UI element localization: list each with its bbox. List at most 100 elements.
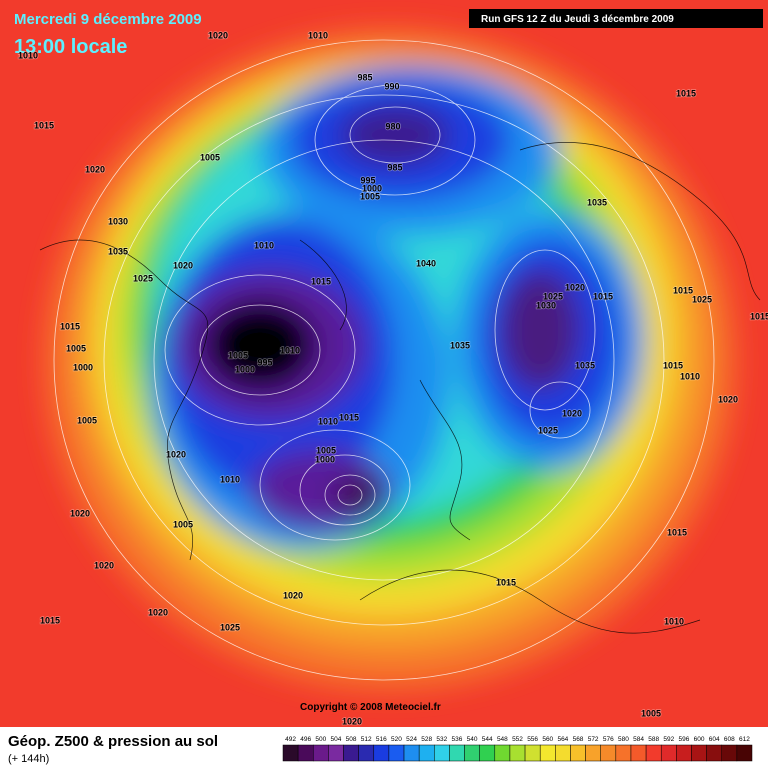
- legend-level-label: 512: [361, 736, 372, 743]
- legend-swatch: [328, 744, 344, 762]
- isobars: [53, 39, 715, 681]
- isobar-label: 1020: [70, 508, 90, 518]
- legend-swatch: [449, 744, 465, 762]
- legend-level-label: 548: [497, 736, 508, 743]
- legend-level-label: 568: [573, 736, 584, 743]
- legend-level-label: 516: [376, 736, 387, 743]
- isobar-label: 1005: [66, 343, 86, 353]
- isobar-label: 1035: [575, 360, 595, 370]
- isobar-label: 1025: [543, 291, 563, 301]
- legend-level-label: 508: [346, 736, 357, 743]
- legend-swatch: [555, 744, 571, 762]
- legend-level-label: 572: [588, 736, 599, 743]
- legend-level-label: 520: [391, 736, 402, 743]
- isobar-label: 995: [257, 357, 272, 367]
- legend-swatch: [509, 744, 526, 762]
- isobar-label: 1015: [663, 360, 683, 370]
- isobar-label: 1010: [318, 416, 338, 426]
- product-title: Géop. Z500 & pression au sol: [8, 733, 218, 750]
- legend-swatch: [388, 744, 405, 762]
- isobar-label: 1015: [676, 88, 696, 98]
- legend-swatch: [615, 744, 632, 762]
- legend-level-label: 584: [633, 736, 644, 743]
- isobar-label: 1025: [538, 425, 558, 435]
- isobar-label: 1015: [667, 527, 687, 537]
- isobar-label: 1040: [416, 258, 436, 268]
- isobar-label: 1020: [148, 607, 168, 617]
- forecast-date: Mercredi 9 décembre 2009: [14, 11, 202, 28]
- isobar-label: 1005: [360, 191, 380, 201]
- copyright: Copyright © 2008 Meteociel.fr: [300, 702, 441, 713]
- isobar-label: 1010: [254, 240, 274, 250]
- legend-level-label: 504: [331, 736, 342, 743]
- legend-level-label: 544: [482, 736, 493, 743]
- isobar-label: 1000: [362, 183, 382, 193]
- isobar-label: 1020: [94, 560, 114, 570]
- legend-level-label: 596: [678, 736, 689, 743]
- legend-level-label: 560: [542, 736, 553, 743]
- isobar-label: 1015: [750, 311, 768, 321]
- legend-level-label: 496: [300, 736, 311, 743]
- coastlines: [39, 141, 761, 634]
- legend-level-label: 524: [406, 736, 417, 743]
- isobar-label: 1015: [34, 120, 54, 130]
- isobar-label: 1005: [77, 415, 97, 425]
- isobar-label: 1020: [718, 394, 738, 404]
- forecast-time: 13:00 locale: [14, 36, 127, 58]
- legend-level-label: 540: [467, 736, 478, 743]
- color-legend: 492 496 500 504 508 512 516 520 524 528 532 536 540 5…: [282, 736, 753, 762]
- legend-level-label: 556: [527, 736, 538, 743]
- legend-swatch: [706, 744, 722, 762]
- isobar-label: 1020: [283, 590, 303, 600]
- isobar-label: 1005: [316, 445, 336, 455]
- isobar-label: 1020: [166, 449, 186, 459]
- legend-level-label: 608: [724, 736, 735, 743]
- isobar-label: 1030: [108, 216, 128, 226]
- legend-swatch: [434, 744, 450, 762]
- isobar-label: 1025: [133, 273, 153, 283]
- legend-swatch: [645, 744, 662, 762]
- run-banner: [469, 9, 763, 28]
- isobar-label: 1035: [587, 197, 607, 207]
- legend-level-label: 492: [285, 736, 296, 743]
- legend-level-label: 580: [618, 736, 629, 743]
- legend-level-label: 564: [557, 736, 568, 743]
- isobar-label: 1015: [339, 412, 359, 422]
- isobar-label: 1005: [641, 708, 661, 718]
- legend-swatch: [630, 744, 647, 762]
- isobar-label: 1030: [536, 300, 556, 310]
- isobar-label: 1015: [673, 285, 693, 295]
- legend-swatch: [479, 744, 496, 762]
- legend-swatch: [660, 744, 677, 762]
- isobar-labels: 1020 101010101015985990980985995100010051…: [17, 30, 768, 728]
- legend-swatch: [524, 744, 541, 762]
- isobar-label: 1035: [108, 246, 128, 256]
- isobar-label: 1035: [450, 340, 470, 350]
- isobar-label: 1015: [40, 615, 60, 625]
- legend-swatch: [313, 744, 329, 762]
- legend-swatch: [297, 744, 314, 762]
- legend-swatch: [358, 744, 375, 762]
- isobar-label: 995: [360, 175, 375, 185]
- legend-swatch: [676, 744, 692, 762]
- legend-level-label: 532: [436, 736, 447, 743]
- legend-swatch: [464, 744, 480, 762]
- isobar-label: 1005: [200, 152, 220, 162]
- legend-swatch: [539, 744, 556, 762]
- isobar-label: 1020: [342, 716, 362, 726]
- legend-swatch: [570, 744, 586, 762]
- legend-swatch: [600, 744, 617, 762]
- isobar-label: 990: [384, 81, 399, 91]
- legend-swatch: [691, 744, 707, 762]
- legend-swatch: [403, 744, 420, 762]
- isobar-label: 1010: [18, 50, 38, 60]
- legend-swatch: [736, 744, 753, 762]
- isobar-label: 1000: [73, 362, 93, 372]
- lead-time: (+ 144h): [8, 753, 49, 765]
- legend-level-label: 600: [694, 736, 705, 743]
- isobar-label: 1005: [228, 350, 248, 360]
- isobar-label: 1015: [496, 577, 516, 587]
- legend-swatch: [282, 744, 299, 762]
- legend-swatch: [343, 744, 359, 762]
